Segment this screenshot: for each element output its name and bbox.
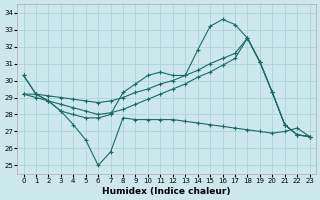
X-axis label: Humidex (Indice chaleur): Humidex (Indice chaleur) <box>102 187 231 196</box>
